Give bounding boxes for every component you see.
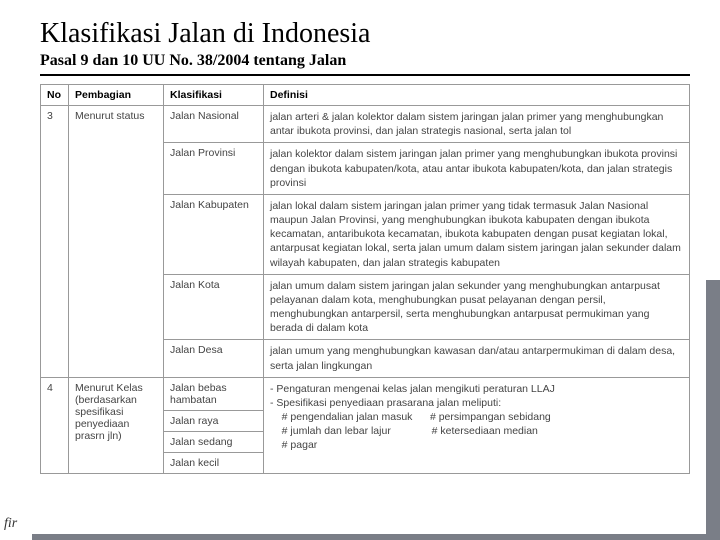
table-body: 3 Menurut status Jalan Nasional jalan ar…: [41, 106, 690, 474]
table-header-row: No Pembagian Klasifikasi Definisi: [41, 85, 690, 106]
col-header-klasifikasi: Klasifikasi: [164, 85, 264, 106]
cell-definisi: jalan arteri & jalan kolektor dalam sist…: [264, 106, 690, 143]
table-row: 4 Menurut Kelas (berdasarkan spesifikasi…: [41, 377, 690, 410]
cell-definisi: jalan kolektor dalam sistem jaringan jal…: [264, 143, 690, 195]
cell-klasifikasi: Jalan Nasional: [164, 106, 264, 143]
frame-bottom-decoration: [32, 534, 720, 540]
cell-definisi: - Pengaturan mengenai kelas jalan mengik…: [264, 377, 690, 473]
cell-klasifikasi: Jalan Provinsi: [164, 143, 264, 195]
cell-definisi: jalan lokal dalam sistem jaringan jalan …: [264, 194, 690, 274]
col-header-definisi: Definisi: [264, 85, 690, 106]
frame-right-decoration: [706, 280, 720, 538]
cell-klasifikasi: Jalan sedang: [164, 431, 264, 452]
cell-pembagian: Menurut Kelas (berdasarkan spesifikasi p…: [69, 377, 164, 473]
cell-definisi: jalan umum dalam sistem jaringan jalan s…: [264, 274, 690, 340]
cell-klasifikasi: Jalan Desa: [164, 340, 264, 377]
cell-pembagian: Menurut status: [69, 106, 164, 378]
cell-klasifikasi: Jalan Kabupaten: [164, 194, 264, 274]
cell-no: 4: [41, 377, 69, 473]
cell-klasifikasi: Jalan raya: [164, 410, 264, 431]
col-header-pembagian: Pembagian: [69, 85, 164, 106]
footer-mark: fir: [4, 516, 17, 532]
slide-content: Klasifikasi Jalan di Indonesia Pasal 9 d…: [0, 0, 720, 484]
table-row: 3 Menurut status Jalan Nasional jalan ar…: [41, 106, 690, 143]
cell-no: 3: [41, 106, 69, 378]
cell-klasifikasi: Jalan kecil: [164, 452, 264, 473]
page-title: Klasifikasi Jalan di Indonesia: [40, 18, 690, 50]
cell-klasifikasi: Jalan bebas hambatan: [164, 377, 264, 410]
col-header-no: No: [41, 85, 69, 106]
classification-table: No Pembagian Klasifikasi Definisi 3 Menu…: [40, 84, 690, 474]
cell-klasifikasi: Jalan Kota: [164, 274, 264, 340]
page-subtitle: Pasal 9 dan 10 UU No. 38/2004 tentang Ja…: [40, 52, 690, 76]
cell-definisi: jalan umum yang menghubungkan kawasan da…: [264, 340, 690, 377]
